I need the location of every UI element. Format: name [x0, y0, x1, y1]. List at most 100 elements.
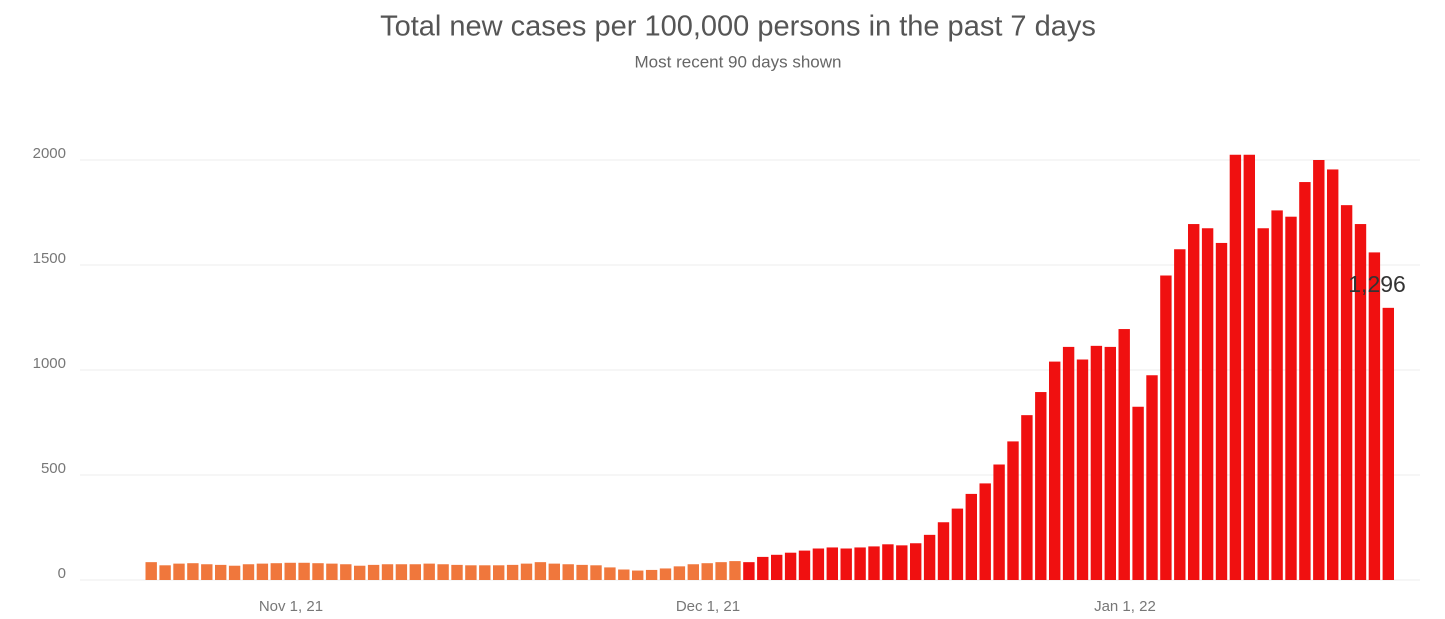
bar [618, 569, 630, 580]
bar [437, 564, 449, 580]
bar [159, 565, 171, 580]
bar [1354, 224, 1367, 581]
bar [201, 564, 213, 580]
bar [1201, 228, 1214, 580]
chart-subtitle: Most recent 90 days shown [635, 52, 842, 71]
bar [743, 562, 755, 580]
bar [1382, 307, 1394, 580]
bar [993, 464, 1005, 580]
x-tick-label: Nov 1, 21 [259, 598, 323, 615]
bar [1271, 210, 1283, 580]
bar [242, 564, 255, 580]
bar [854, 547, 866, 580]
bar [381, 564, 394, 580]
y-tick-label: 1500 [33, 250, 66, 267]
bar [590, 565, 602, 580]
bar [409, 564, 421, 580]
bar [1007, 441, 1019, 580]
bar [910, 543, 922, 580]
bar [757, 556, 769, 580]
bar [284, 562, 296, 580]
bar [1090, 345, 1103, 580]
y-tick-label: 2000 [33, 145, 66, 162]
bar [1076, 359, 1089, 580]
bar [451, 564, 463, 580]
bar [1243, 154, 1255, 580]
bar [882, 544, 894, 580]
bar [1021, 415, 1033, 580]
bar [479, 565, 491, 580]
bar [1062, 346, 1075, 580]
bar [256, 563, 269, 580]
bar [659, 568, 672, 580]
bar [965, 493, 977, 580]
bar [562, 564, 574, 580]
bar [367, 564, 380, 580]
bar [826, 547, 838, 580]
bar [715, 562, 727, 580]
bar [534, 562, 547, 580]
bar [840, 548, 852, 580]
bar [1368, 252, 1381, 580]
bar [1257, 228, 1269, 580]
bar [645, 569, 658, 580]
bar [604, 567, 616, 580]
bar [798, 550, 811, 580]
bar [270, 563, 282, 580]
bar [1146, 375, 1158, 580]
value-label: 1,296 [1348, 271, 1406, 297]
bar [1118, 329, 1130, 580]
bar [395, 564, 408, 580]
bar [632, 570, 644, 580]
bar [520, 563, 533, 580]
bar [1327, 169, 1339, 580]
bar [173, 563, 185, 580]
bar [423, 563, 435, 580]
bar [937, 522, 950, 580]
bar [771, 554, 783, 580]
bar [340, 564, 352, 580]
y-tick-label: 500 [41, 460, 66, 477]
bar [493, 565, 505, 580]
y-tick-label: 0 [58, 565, 66, 582]
bar [1285, 216, 1297, 580]
bar [1313, 160, 1325, 580]
bar [868, 546, 880, 580]
bar [1229, 154, 1242, 580]
bar [673, 566, 686, 580]
bar [1035, 392, 1047, 580]
bar [187, 563, 199, 580]
bar [576, 564, 588, 580]
bar [979, 483, 991, 580]
bar [812, 548, 825, 580]
bar [326, 563, 338, 580]
bar [354, 565, 366, 580]
bar [729, 561, 741, 580]
bar [687, 564, 699, 580]
bar [215, 564, 227, 580]
x-tick-label: Dec 1, 21 [676, 598, 740, 615]
bar [1104, 346, 1116, 580]
bar [1188, 224, 1200, 581]
bar [506, 564, 519, 580]
bar [1299, 182, 1311, 581]
y-tick-label: 1000 [33, 355, 66, 372]
bar [298, 562, 310, 580]
bar [312, 563, 324, 580]
bar [784, 552, 797, 580]
bar [1132, 406, 1144, 580]
bar [228, 565, 241, 580]
bar [951, 508, 964, 580]
bar [1215, 242, 1228, 580]
bar [145, 562, 157, 580]
bar [701, 563, 713, 580]
bar [923, 534, 936, 580]
bar [1049, 361, 1061, 580]
bar [1174, 249, 1186, 580]
bar [896, 545, 908, 580]
bar [1160, 275, 1172, 580]
chart-title: Total new cases per 100,000 persons in t… [380, 11, 1096, 43]
x-tick-label: Jan 1, 22 [1094, 598, 1156, 615]
bar [465, 565, 477, 580]
